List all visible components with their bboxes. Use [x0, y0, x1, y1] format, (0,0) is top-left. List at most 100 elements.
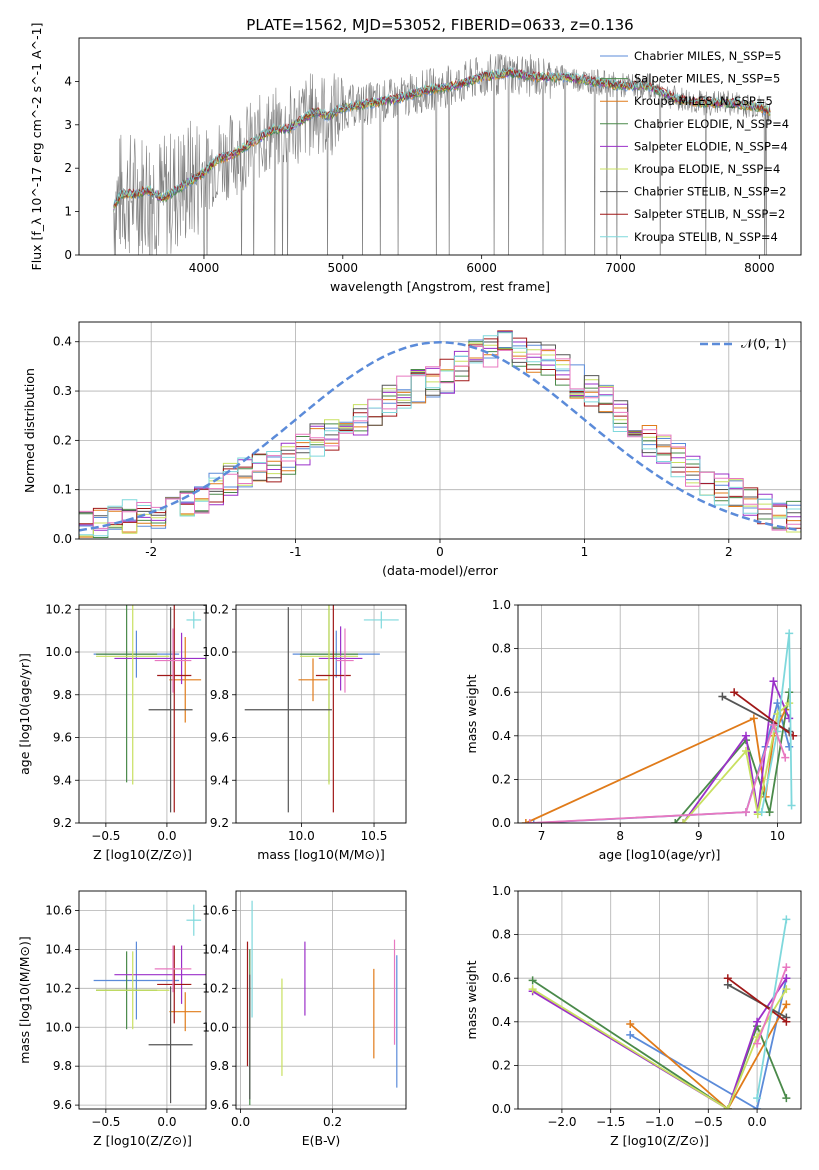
y-tick-label: 0.8: [492, 642, 511, 656]
age-vs-Z-points: [93, 605, 206, 813]
series-marker: [521, 819, 530, 823]
series-marker: [785, 742, 794, 751]
spectrum-lines: [113, 53, 771, 255]
series-marker: [626, 1019, 635, 1028]
y-tick-label: 10.0: [202, 1020, 229, 1034]
y-tick-label: 10.0: [45, 645, 72, 659]
x-tick-label: -1: [290, 545, 302, 559]
y-tick-label: 0.2: [53, 433, 72, 447]
age-vs-mass-axes: 10.0 10.5 9.2 9.4 9.6 9.8 10.0 10.2 mass [log10(…: [202, 602, 406, 862]
y-tick-label: 9.6: [210, 731, 229, 745]
y-tick-label: 9.6: [53, 731, 72, 745]
series-marker: [782, 1017, 791, 1026]
x-axis-label: wavelength [Angstrom, rest frame]: [330, 279, 550, 294]
residuals-axes: -2 -1 0 1 2 0.0 0.1 0.2 0.3 0.4 (data-model)/error…: [22, 322, 801, 578]
y-tick-label: 9.2: [210, 816, 229, 830]
series-marker: [723, 974, 732, 983]
x-tick-label: −0.5: [91, 829, 120, 843]
y-tick-label: 4: [64, 74, 72, 88]
histogram-steps: [79, 330, 801, 538]
series-marker: [679, 819, 688, 823]
legend-label: Salpeter STELIB, N_SSP=2: [634, 207, 785, 221]
x-tick-label: 8000: [744, 261, 775, 275]
y-tick-label: 9.8: [210, 1059, 229, 1073]
series-line: [733, 691, 794, 737]
x-axis-label: Z [log10(Z/Z⊙)]: [93, 847, 192, 862]
series-marker: [741, 731, 750, 740]
y-tick-label: 0.8: [492, 928, 511, 942]
x-tick-label: 0.2: [323, 1115, 342, 1129]
y-tick-label: 0.1: [53, 483, 72, 497]
y-axis-label: Normed distribution: [22, 368, 37, 493]
model-spectrum: [113, 67, 771, 207]
axes-frame: [517, 604, 802, 824]
y-tick-label: 9.6: [53, 1098, 72, 1112]
series-line: [532, 977, 788, 1109]
axes-frame: [78, 604, 207, 824]
x-tick-label: −2.0: [547, 1115, 576, 1129]
y-tick-label: 0.0: [492, 816, 511, 830]
y-tick-label: 3: [64, 118, 72, 132]
series-line: [525, 709, 787, 823]
legend-label: Chabrier STELIB, N_SSP=2: [634, 185, 786, 199]
x-tick-label: 4000: [189, 261, 220, 275]
series-marker: [753, 1017, 762, 1026]
y-tick-label: 0.2: [492, 1058, 511, 1072]
y-tick-label: 0.0: [53, 532, 72, 546]
y-axis-label: mass [log10(M/M⊙)]: [17, 936, 32, 1064]
y-tick-label: 10.2: [45, 981, 72, 995]
series-marker: [528, 985, 537, 994]
axes-frame: [235, 604, 407, 824]
y-axis-label: age [log10(age/yr)]: [17, 653, 32, 775]
y-tick-label: 9.8: [210, 688, 229, 702]
x-axis-label: (data-model)/error: [382, 563, 499, 578]
massweight-vs-age-series: [521, 629, 798, 823]
y-tick-label: 10.2: [202, 981, 229, 995]
series-marker: [749, 714, 758, 723]
y-tick-label: 1.0: [492, 598, 511, 612]
series-marker: [757, 808, 766, 817]
x-axis-label: age [log10(age/yr)]: [599, 847, 721, 862]
x-axis-label: mass [log10(M/M⊙)]: [257, 847, 385, 862]
x-tick-label: 10: [770, 829, 785, 843]
series-marker: [753, 1094, 762, 1103]
series-marker: [785, 699, 794, 708]
series-marker: [753, 1039, 762, 1048]
series-marker: [765, 808, 774, 817]
y-axis-label: mass weight: [464, 960, 479, 1039]
x-tick-label: −1.0: [645, 1115, 674, 1129]
y-tick-label: 10.6: [202, 903, 229, 917]
x-tick-label: 10.5: [361, 829, 388, 843]
legend-label: Kroupa STELIB, N_SSP=4: [634, 230, 778, 244]
x-tick-label: 2: [725, 545, 733, 559]
x-tick-label: 0: [436, 545, 444, 559]
x-tick-label: 0.0: [231, 1115, 250, 1129]
y-tick-label: 9.8: [53, 1059, 72, 1073]
axes-frame: [78, 321, 802, 540]
age-vs-mass-points: [244, 605, 399, 813]
x-axis-label: Z [log10(Z/Z⊙)]: [610, 1133, 709, 1148]
massweight-vs-Z-series: [528, 915, 791, 1109]
x-tick-label: 0.0: [157, 829, 176, 843]
y-tick-label: 9.6: [210, 1098, 229, 1112]
y-tick-label: 10.0: [45, 1020, 72, 1034]
series-marker: [528, 976, 537, 985]
axes-frame: [78, 890, 207, 1110]
series-marker: [782, 1000, 791, 1009]
series-marker: [718, 692, 727, 701]
massweight-vs-age-axes: 7 8 9 10 0.0 0.2 0.4 0.6 0.8 1.0 age [log10(age/yr…: [464, 598, 801, 862]
model-spectrum: [113, 66, 771, 205]
legend-label: Chabrier ELODIE, N_SSP=4: [634, 117, 789, 131]
series-marker: [785, 629, 794, 638]
x-tick-label: 0.0: [748, 1115, 767, 1129]
y-tick-label: 10.4: [202, 942, 229, 956]
series-marker: [723, 1105, 732, 1109]
y-tick-label: 0.2: [492, 772, 511, 786]
y-tick-label: 0.4: [492, 729, 511, 743]
series-line: [760, 633, 793, 813]
spectrum-axes: 4000 5000 6000 7000 8000 0 1 2 3 4 wavelength [Ang…: [29, 23, 775, 294]
series-line: [727, 977, 787, 1023]
legend-label: 𝒩(0, 1): [741, 336, 787, 351]
observed-spectrum: [113, 53, 771, 255]
series-marker: [741, 808, 750, 817]
